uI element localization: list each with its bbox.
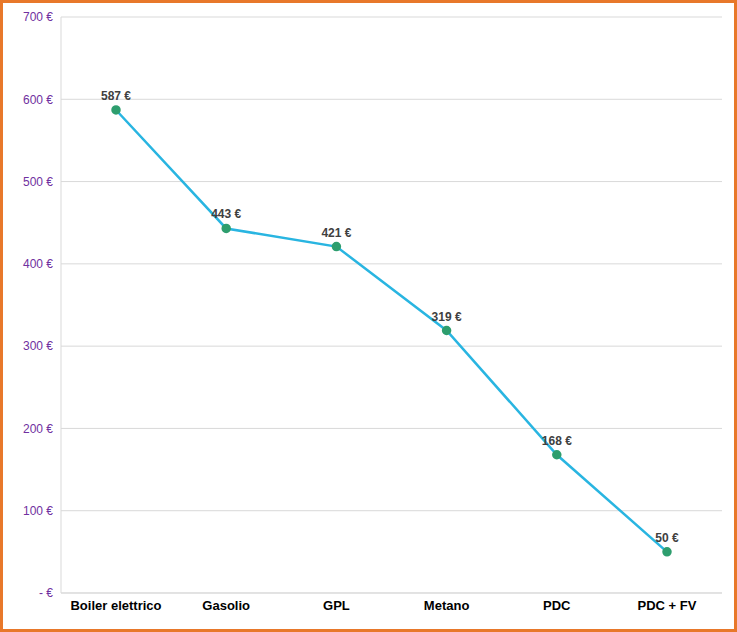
svg-text:Gasolio: Gasolio <box>202 598 250 613</box>
svg-text:300 €: 300 € <box>23 339 53 353</box>
svg-text:PDC + FV: PDC + FV <box>638 598 697 613</box>
svg-text:443 €: 443 € <box>211 207 241 221</box>
svg-text:PDC: PDC <box>543 598 571 613</box>
svg-text:- €: - € <box>39 586 53 600</box>
svg-text:587 €: 587 € <box>101 89 131 103</box>
svg-text:600 €: 600 € <box>23 93 53 107</box>
svg-text:400 €: 400 € <box>23 257 53 271</box>
svg-text:Metano: Metano <box>424 598 470 613</box>
svg-text:Boiler elettrico: Boiler elettrico <box>70 598 161 613</box>
svg-text:168 €: 168 € <box>542 434 572 448</box>
svg-text:500 €: 500 € <box>23 175 53 189</box>
svg-text:421 €: 421 € <box>321 226 351 240</box>
svg-text:319 €: 319 € <box>432 310 462 324</box>
svg-text:700 €: 700 € <box>23 10 53 24</box>
svg-text:100 €: 100 € <box>23 504 53 518</box>
svg-text:GPL: GPL <box>323 598 350 613</box>
svg-text:50 €: 50 € <box>655 531 679 545</box>
svg-text:200 €: 200 € <box>23 422 53 436</box>
